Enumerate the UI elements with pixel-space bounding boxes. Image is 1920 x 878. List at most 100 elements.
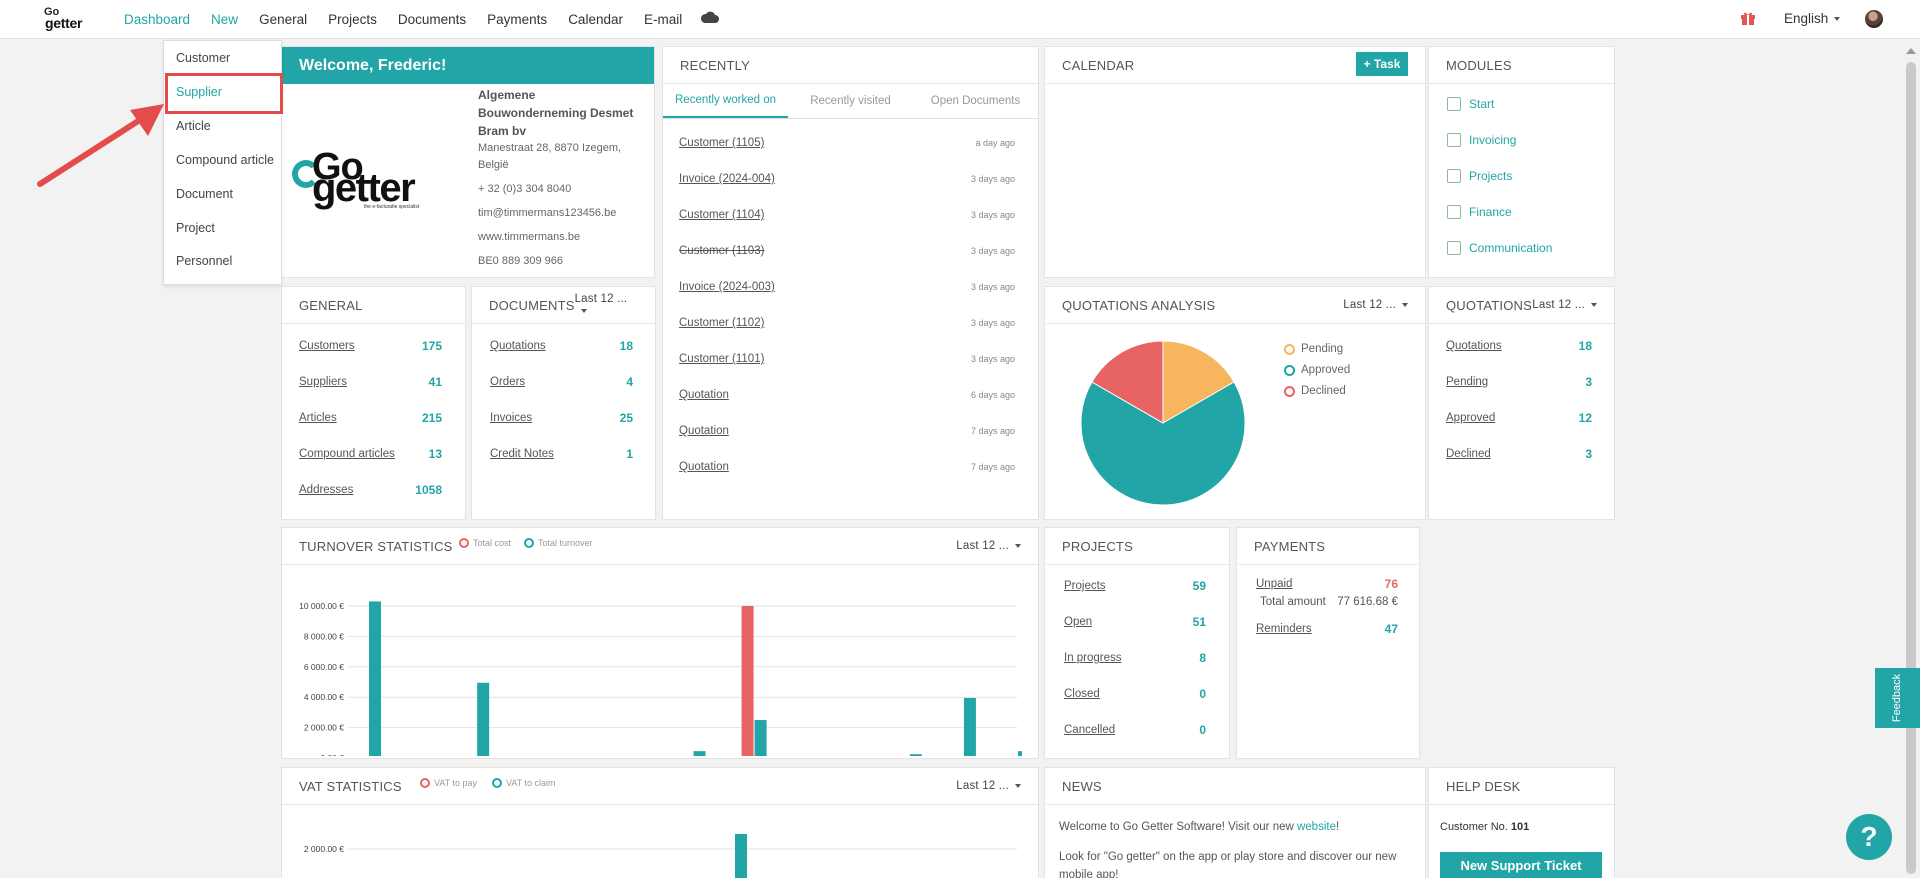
news-website-link[interactable]: website <box>1296 821 1336 833</box>
documents-row-label[interactable]: Quotations <box>490 340 546 352</box>
cloud-icon[interactable] <box>700 10 720 24</box>
nav-calendar[interactable]: Calendar <box>568 12 623 27</box>
quotations-row[interactable]: Pending 3 <box>1446 375 1592 389</box>
module-communication[interactable]: Communication <box>1447 241 1552 255</box>
add-task-button[interactable]: + Task <box>1356 52 1408 76</box>
recent-item[interactable]: Customer (1104) 3 days ago <box>679 209 1015 221</box>
recent-item-label[interactable]: Quotation <box>679 389 729 401</box>
recent-item[interactable]: Invoice (2024-003) 3 days ago <box>679 281 1015 293</box>
general-row-label[interactable]: Articles <box>299 412 337 424</box>
legend-total-cost[interactable]: Total cost <box>459 538 511 548</box>
quotations-row-label[interactable]: Quotations <box>1446 340 1502 352</box>
pie-slice-declined[interactable] <box>1091 340 1164 424</box>
recent-item[interactable]: Quotation 7 days ago <box>679 425 1015 437</box>
module-finance[interactable]: Finance <box>1447 205 1512 219</box>
bar-total-turnover[interactable] <box>754 720 767 756</box>
menu-item-project[interactable]: Project <box>176 221 215 235</box>
menu-item-document[interactable]: Document <box>176 187 233 201</box>
legend-vat-to-claim[interactable]: VAT to claim <box>492 778 556 788</box>
menu-item-compound-article[interactable]: Compound article <box>176 153 274 167</box>
language-selector[interactable]: English <box>1784 11 1841 26</box>
quotations-row-label[interactable]: Approved <box>1446 412 1496 424</box>
documents-row[interactable]: Credit Notes 1 <box>490 447 633 461</box>
recent-item-label[interactable]: Customer (1102) <box>679 317 765 329</box>
general-row-label[interactable]: Customers <box>299 340 355 352</box>
recent-item-label[interactable]: Invoice (2024-004) <box>679 173 775 185</box>
general-row[interactable]: Suppliers 41 <box>299 375 442 389</box>
recent-item-label[interactable]: Customer (1101) <box>679 353 765 365</box>
general-row[interactable]: Customers 175 <box>299 339 442 353</box>
scroll-thumb[interactable] <box>1906 62 1916 874</box>
tab-recently-worked-on[interactable]: Recently worked on <box>663 84 788 118</box>
general-row-label[interactable]: Suppliers <box>299 376 347 388</box>
general-row[interactable]: Addresses 1058 <box>299 483 442 497</box>
bar-total-turnover[interactable] <box>963 697 976 756</box>
general-row[interactable]: Compound articles 13 <box>299 447 442 461</box>
turnover-period-select[interactable]: Last 12 ... <box>956 540 1021 552</box>
projects-row-label[interactable]: Projects <box>1064 580 1106 592</box>
quotations-row[interactable]: Approved 12 <box>1446 411 1592 425</box>
projects-row[interactable]: Projects 59 <box>1064 579 1206 593</box>
app-logo[interactable]: Go getter <box>42 6 100 31</box>
documents-row-label[interactable]: Invoices <box>490 412 533 424</box>
documents-row[interactable]: Invoices 25 <box>490 411 633 425</box>
module-start[interactable]: Start <box>1447 97 1494 111</box>
recent-item-label[interactable]: Invoice (2024-003) <box>679 281 775 293</box>
nav-email[interactable]: E-mail <box>643 12 683 27</box>
tab-open-documents[interactable]: Open Documents <box>930 95 1021 107</box>
new-support-ticket-button[interactable]: New Support Ticket <box>1440 852 1602 878</box>
legend-approved[interactable]: Approved <box>1284 364 1350 376</box>
recent-item[interactable]: Customer (1103) 3 days ago <box>679 245 1015 257</box>
avatar[interactable] <box>1865 10 1883 28</box>
projects-row-label[interactable]: Open <box>1064 616 1093 628</box>
projects-row-label[interactable]: Closed <box>1064 688 1100 700</box>
bar-total-turnover[interactable] <box>369 601 381 756</box>
projects-row[interactable]: In progress 8 <box>1064 651 1206 665</box>
menu-item-personnel[interactable]: Personnel <box>176 254 233 268</box>
payments-unpaid-row[interactable]: Unpaid 76 <box>1256 577 1398 591</box>
quotations-row-label[interactable]: Declined <box>1446 448 1491 460</box>
documents-period-select[interactable]: Last 12 ... <box>575 293 638 317</box>
quotations-period-select[interactable]: Last 12 ... <box>1532 299 1597 311</box>
bar-total-turnover[interactable] <box>1018 751 1022 756</box>
vat-period-select[interactable]: Last 12 ... <box>956 780 1021 792</box>
recent-item[interactable]: Customer (1102) 3 days ago <box>679 317 1015 329</box>
recent-item-label[interactable]: Quotation <box>679 461 729 473</box>
module-invoicing[interactable]: Invoicing <box>1447 133 1516 147</box>
recent-item-label[interactable]: Quotation <box>679 425 729 437</box>
module-projects[interactable]: Projects <box>1447 169 1512 183</box>
bar-total-turnover[interactable] <box>909 754 922 756</box>
legend-vat-to-pay[interactable]: VAT to pay <box>420 778 477 788</box>
bar-total-turnover[interactable] <box>693 751 706 756</box>
projects-row[interactable]: Open 51 <box>1064 615 1206 629</box>
bar-total-cost[interactable] <box>741 606 754 756</box>
general-row[interactable]: Articles 215 <box>299 411 442 425</box>
nav-general[interactable]: General <box>259 12 308 27</box>
recent-item-label[interactable]: Customer (1103) <box>679 245 765 257</box>
recent-item-label[interactable]: Customer (1105) <box>679 137 765 149</box>
recent-item[interactable]: Quotation 7 days ago <box>679 461 1015 473</box>
recent-item[interactable]: Customer (1105) a day ago <box>679 137 1015 149</box>
legend-declined[interactable]: Declined <box>1284 385 1346 397</box>
recent-item-label[interactable]: Customer (1104) <box>679 209 765 221</box>
scroll-up-icon[interactable] <box>1906 48 1916 54</box>
bar-vat-to-claim[interactable] <box>735 834 747 878</box>
nav-documents[interactable]: Documents <box>397 12 467 27</box>
recent-item[interactable]: Customer (1101) 3 days ago <box>679 353 1015 365</box>
bar-total-turnover[interactable] <box>477 682 490 756</box>
general-row-label[interactable]: Compound articles <box>299 448 395 460</box>
menu-item-customer[interactable]: Customer <box>176 51 231 65</box>
nav-payments[interactable]: Payments <box>487 12 548 27</box>
pie-slice-pending[interactable] <box>1162 340 1235 424</box>
gift-icon[interactable] <box>1740 10 1756 26</box>
projects-row[interactable]: Closed 0 <box>1064 687 1206 701</box>
projects-row[interactable]: Cancelled 0 <box>1064 723 1206 737</box>
documents-row-label[interactable]: Credit Notes <box>490 448 554 460</box>
recent-item[interactable]: Invoice (2024-004) 3 days ago <box>679 173 1015 185</box>
quotations-row[interactable]: Quotations 18 <box>1446 339 1592 353</box>
feedback-tab[interactable]: Feedback <box>1875 668 1920 728</box>
nav-dashboard[interactable]: Dashboard <box>124 12 191 27</box>
general-row-label[interactable]: Addresses <box>299 484 354 496</box>
quotations-row[interactable]: Declined 3 <box>1446 447 1592 461</box>
projects-row-label[interactable]: Cancelled <box>1064 724 1116 736</box>
